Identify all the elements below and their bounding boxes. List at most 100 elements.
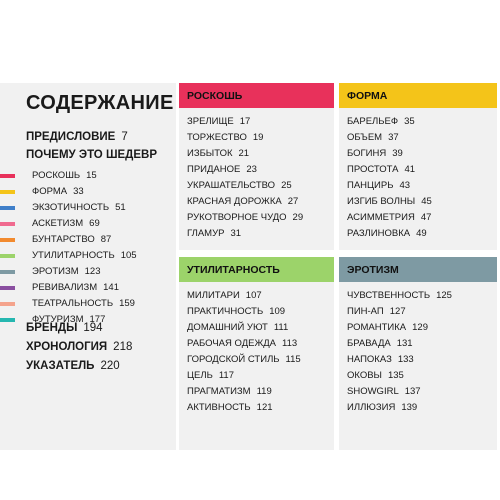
toc-sub-entry[interactable]: УТИЛИТАРНОСТЬ 105 xyxy=(0,249,176,267)
page-number: 131 xyxy=(396,338,413,349)
toc-entry-label: ЭКЗОТИЧНОСТЬ 51 xyxy=(32,202,126,213)
section-1: РОСКОШЬ ЗРЕЛИЩЕ 17 ТОРЖЕСТВО 19 ИЗБЫТОК 21 ПРИД… xyxy=(179,83,334,250)
section-item[interactable]: ПРОСТОТА 41 xyxy=(347,162,432,178)
section-item[interactable]: ОБЪЕМ 37 xyxy=(347,130,432,146)
item-title: ГОРОДСКОЙ СТИЛЬ xyxy=(187,354,280,365)
page-number: 135 xyxy=(387,370,404,381)
item-title: БРАВАДА xyxy=(347,338,391,349)
toc-sub-entry[interactable]: БУНТАРСТВО 87 xyxy=(0,233,176,251)
entry-title: ХРОНОЛОГИЯ xyxy=(26,341,108,353)
entry-title: БРЕНДЫ xyxy=(26,322,78,334)
item-title: РУКОТВОРНОЕ ЧУДО xyxy=(187,212,287,223)
page-number: 35 xyxy=(404,116,415,127)
toc-sub-entry[interactable]: ФУТУРИЗМ 177 xyxy=(0,313,176,331)
toc-sub-entry[interactable]: ЭРОТИЗМ 123 xyxy=(0,265,176,283)
section-item[interactable]: ЗРЕЛИЩЕ 17 xyxy=(187,114,303,130)
section-item[interactable]: ДОМАШНИЙ УЮТ 111 xyxy=(187,320,301,336)
entry-title: ТЕАТРАЛЬНОСТЬ xyxy=(32,298,114,309)
section-item[interactable]: УКРАШАТЕЛЬСТВО 25 xyxy=(187,178,303,194)
entry-title: ПОЧЕМУ ЭТО ШЕДЕВР xyxy=(26,149,158,161)
page-number: 111 xyxy=(273,322,289,333)
page-number: 27 xyxy=(287,196,299,207)
section-item[interactable]: ПРИДАНОЕ 23 xyxy=(187,162,303,178)
page-number: 7 xyxy=(121,131,128,143)
item-title: ПРАГМАТИЗМ xyxy=(187,386,251,397)
page-number: 123 xyxy=(84,266,101,277)
section-item[interactable]: МИЛИТАРИ 107 xyxy=(187,288,301,304)
color-swatch xyxy=(0,222,15,226)
page-number: 194 xyxy=(83,322,103,334)
page-number: 105 xyxy=(120,250,137,261)
entry-title: ПРЕДИСЛОВИЕ xyxy=(26,131,116,143)
item-title: ПРОСТОТА xyxy=(347,164,399,175)
page-number: 47 xyxy=(420,212,432,223)
page-number: 17 xyxy=(239,116,251,127)
page-number: 15 xyxy=(86,170,97,181)
section-item[interactable]: ТОРЖЕСТВО 19 xyxy=(187,130,303,146)
section-item[interactable]: АСИММЕТРИЯ 47 xyxy=(347,210,432,226)
toc-sub-entry[interactable]: АСКЕТИЗМ 69 xyxy=(0,217,176,235)
section-item[interactable]: КРАСНАЯ ДОРОЖКА 27 xyxy=(187,194,303,210)
toc-main-entry[interactable]: ПРЕДИСЛОВИЕ 7 xyxy=(0,131,176,149)
toc-entry-label: ФУТУРИЗМ 177 xyxy=(32,314,105,325)
color-swatch xyxy=(0,286,15,290)
toc-sub-entry[interactable]: ТЕАТРАЛЬНОСТЬ 159 xyxy=(0,297,176,315)
toc-entry-label: УКАЗАТЕЛЬ 220 xyxy=(26,360,120,372)
page-number: 25 xyxy=(281,180,292,191)
item-title: ИЛЛЮЗИЯ xyxy=(347,402,396,413)
toc-entry-label: БУНТАРСТВО 87 xyxy=(32,234,111,245)
section-item[interactable]: ПРАКТИЧНОСТЬ 109 xyxy=(187,304,301,320)
toc-sub-entry[interactable]: РОСКОШЬ 15 xyxy=(0,169,176,187)
entry-title: РОСКОШЬ xyxy=(32,170,81,181)
section-item[interactable]: ИЛЛЮЗИЯ 139 xyxy=(347,400,452,416)
section-item[interactable]: РАБОЧАЯ ОДЕЖДА 113 xyxy=(187,336,301,352)
toc-main-entry[interactable]: БРЕНДЫ 194 xyxy=(0,322,176,340)
section-item[interactable]: НАПОКАЗ 133 xyxy=(347,352,452,368)
section-title: ФОРМА xyxy=(347,90,388,102)
section-item[interactable]: ГЛАМУР 31 xyxy=(187,226,303,242)
toc-sub-entry[interactable]: РЕВИВАЛИЗМ 141 xyxy=(0,281,176,299)
item-title: УКРАШАТЕЛЬСТВО xyxy=(187,180,276,191)
page-number: 21 xyxy=(238,148,250,159)
toc-main-entry[interactable]: УКАЗАТЕЛЬ 220 xyxy=(0,360,176,378)
section-item[interactable]: ПРАГМАТИЗМ 119 xyxy=(187,384,301,400)
item-title: ПАНЦИРЬ xyxy=(347,180,394,191)
toc-entry-label: РЕВИВАЛИЗМ 141 xyxy=(32,282,119,293)
item-title: ГЛАМУР xyxy=(187,228,225,239)
section-item[interactable]: ГОРОДСКОЙ СТИЛЬ 115 xyxy=(187,352,301,368)
section-header-bar: УТИЛИТАРНОСТЬ xyxy=(179,257,334,282)
section-item[interactable]: БОГИНЯ 39 xyxy=(347,146,432,162)
section-items: БАРЕЛЬЕФ 35 ОБЪЕМ 37 БОГИНЯ 39 ПРОСТОТА 41 ПАНЦИ… xyxy=(347,114,432,242)
toc-entry-label: РОСКОШЬ 15 xyxy=(32,170,97,181)
section-item[interactable]: ОКОВЫ 135 xyxy=(347,368,452,384)
color-swatch xyxy=(0,190,15,194)
section-item[interactable]: SHOWGIRL 137 xyxy=(347,384,452,400)
page-number: 87 xyxy=(100,234,112,245)
toc-sub-entry[interactable]: ЭКЗОТИЧНОСТЬ 51 xyxy=(0,201,176,219)
section-item[interactable]: ИЗБЫТОК 21 xyxy=(187,146,303,162)
toc-sub-entry[interactable]: ФОРМА 33 xyxy=(0,185,176,203)
section-item[interactable]: БРАВАДА 131 xyxy=(347,336,452,352)
section-item[interactable]: РОМАНТИКА 129 xyxy=(347,320,452,336)
item-title: РАЗЛИНОВКА xyxy=(347,228,411,239)
section-item[interactable]: РУКОТВОРНОЕ ЧУДО 29 xyxy=(187,210,303,226)
item-title: ОБЪЕМ xyxy=(347,132,383,143)
section-title: УТИЛИТАРНОСТЬ xyxy=(187,264,280,276)
section-item[interactable]: ПАНЦИРЬ 43 xyxy=(347,178,432,194)
section-item[interactable]: АКТИВНОСТЬ 121 xyxy=(187,400,301,416)
page-number: 51 xyxy=(115,202,126,213)
page-number: 45 xyxy=(421,196,432,207)
section-item[interactable]: РАЗЛИНОВКА 49 xyxy=(347,226,432,242)
toc-main-entry[interactable]: ПОЧЕМУ ЭТО ШЕДЕВР xyxy=(0,149,176,167)
page-number: 41 xyxy=(404,164,416,175)
section-3: УТИЛИТАРНОСТЬ МИЛИТАРИ 107 ПРАКТИЧНОСТЬ 109 Д… xyxy=(179,257,334,450)
section-item[interactable]: ЧУВСТВЕННОСТЬ 125 xyxy=(347,288,452,304)
section-item[interactable]: БАРЕЛЬЕФ 35 xyxy=(347,114,432,130)
page-number: 23 xyxy=(246,164,257,175)
contents-panel xyxy=(0,83,176,450)
section-item[interactable]: ЦЕЛЬ 117 xyxy=(187,368,301,384)
toc-entry-label: ПРЕДИСЛОВИЕ 7 xyxy=(26,131,128,143)
section-item[interactable]: ИЗГИБ ВОЛНЫ 45 xyxy=(347,194,432,210)
section-item[interactable]: ПИН-АП 127 xyxy=(347,304,452,320)
toc-main-entry[interactable]: ХРОНОЛОГИЯ 218 xyxy=(0,341,176,359)
